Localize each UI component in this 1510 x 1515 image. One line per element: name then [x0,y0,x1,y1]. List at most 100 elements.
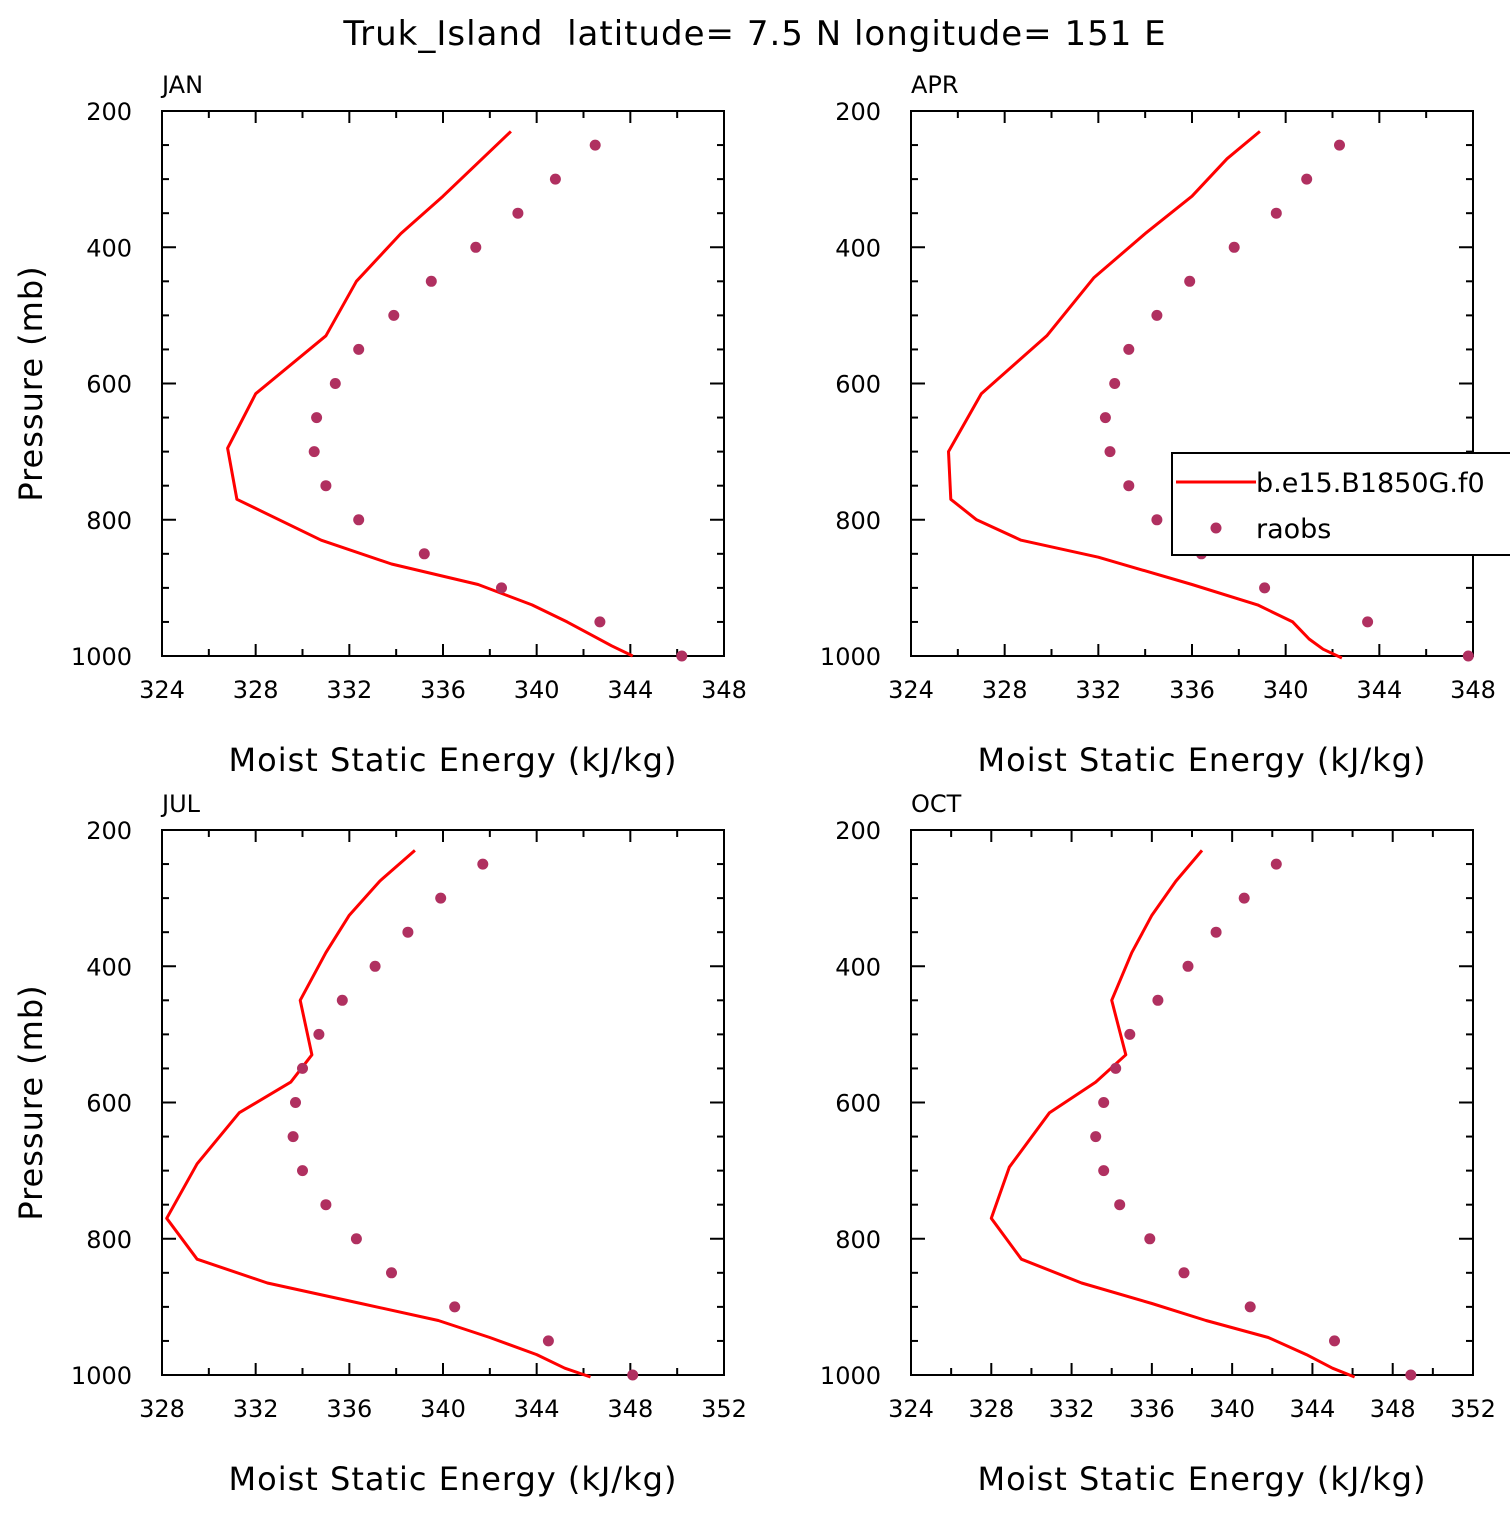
raobs-point [1114,1199,1126,1211]
y-tick-label: 200 [835,817,881,845]
raobs-point [1210,926,1222,938]
raobs-point [308,446,320,458]
raobs-point [353,343,365,355]
x-tick-label: 344 [514,1395,560,1423]
x-tick-label: 336 [1169,676,1215,704]
raobs-point [350,1233,362,1245]
raobs-point [1329,1335,1340,1347]
figure-title: Truk_Island latitude= 7.5 N longitude= 1… [342,14,1166,54]
raobs-point [435,892,447,904]
y-tick-label: 1000 [71,1362,132,1390]
raobs-point [1259,582,1271,594]
x-tick-label: 340 [514,676,560,704]
x-tick-label: 328 [233,676,279,704]
raobs-point [1104,446,1116,458]
raobs-point [336,994,348,1006]
raobs-point [1228,241,1240,253]
raobs-point [418,548,430,560]
legend: b.e15.B1850G.f0 raobs [1171,452,1510,556]
x-axis-title: Moist Static Energy (kJ/kg) [978,741,1427,779]
x-tick-label: 328 [968,1395,1014,1423]
x-tick-label: 328 [982,676,1028,704]
x-tick-label: 336 [1129,1395,1175,1423]
x-tick-label: 352 [701,1395,747,1423]
raobs-point [1099,412,1111,424]
model-series-line [226,130,634,658]
x-tick-label: 332 [233,1395,279,1423]
x-tick-label: 348 [701,676,747,704]
y-tick-label: 1000 [71,643,132,671]
raobs-point [1178,1267,1190,1279]
raobs-point [1098,1165,1110,1177]
y-tick-label: 400 [835,234,881,262]
y-tick-label: 800 [835,507,881,535]
x-tick-label: 332 [326,676,372,704]
legend-label-model: b.e15.B1850G.f0 [1256,468,1485,499]
raobs-point [1238,892,1250,904]
raobs-point [594,616,606,628]
legend-marker-swatch [1210,522,1222,534]
raobs-point [589,139,601,151]
raobs-point [1098,1097,1110,1108]
x-axis-title: Moist Static Energy (kJ/kg) [229,741,678,779]
x-tick-label: 332 [1049,1395,1095,1423]
model-series-line [947,130,1343,660]
raobs-point [1184,275,1196,287]
raobs-point [1109,378,1121,389]
x-tick-label: 332 [1075,676,1121,704]
raobs-point [402,926,414,938]
x-tick-label: 352 [1450,1395,1496,1423]
x-tick-label: 348 [1450,676,1496,704]
raobs-point [1090,1131,1102,1143]
raobs-point [1123,480,1135,492]
legend-label-obs: raobs [1256,514,1331,545]
raobs-point [512,207,524,219]
y-tick-label: 400 [86,234,132,262]
y-tick-label: 600 [835,1090,881,1118]
raobs-point [1405,1369,1417,1381]
y-axis-title: Pressure (mb) [12,265,50,501]
raobs-point [542,1335,554,1347]
x-tick-label: 348 [607,1395,653,1423]
panel-title: OCT [911,790,962,818]
raobs-point [1462,650,1474,662]
x-tick-label: 340 [1209,1395,1255,1423]
y-tick-label: 200 [835,98,881,126]
panel-title: JAN [160,71,203,99]
y-tick-label: 400 [86,953,132,981]
x-tick-label: 324 [888,1395,934,1423]
panel-jul: 328 332 336 340 344 348 352 200 400 600 800 1000 JUL… [12,790,747,1498]
raobs-point [477,858,489,870]
raobs-point [1301,173,1313,185]
raobs-point [290,1097,301,1108]
raobs-point [386,1267,397,1279]
raobs-point [329,378,341,389]
y-tick-label: 1000 [820,1362,881,1390]
panel-jan: 324 328 332 336 340 344 348 200 400 600 800 1000 JAN… [12,71,747,779]
raobs-point [449,1301,461,1313]
raobs-point [1334,139,1345,151]
y-axis-title: Pressure (mb) [12,984,50,1220]
raobs-point [320,480,332,492]
raobs-point [320,1199,332,1211]
raobs-point [676,650,688,662]
panel-oct: 324 328 332 336 340 344 348 352 200 400 600 800 1000… [820,790,1496,1498]
x-tick-label: 344 [607,676,653,704]
y-tick-label: 200 [86,817,132,845]
raobs-point [297,1165,308,1177]
raobs-point [1152,994,1164,1006]
raobs-point [1144,1233,1156,1245]
x-tick-label: 340 [1263,676,1309,704]
y-tick-label: 600 [835,371,881,399]
raobs-point [297,1062,308,1074]
raobs-point [1244,1301,1256,1313]
y-tick-label: 800 [86,1226,132,1254]
plot-frame [161,829,725,1376]
x-tick-label: 344 [1290,1395,1336,1423]
raobs-point [1182,960,1194,972]
x-tick-label: 328 [139,1395,185,1423]
raobs-point [388,309,400,321]
x-axis-title: Moist Static Energy (kJ/kg) [229,1460,678,1498]
x-tick-label: 324 [888,676,934,704]
